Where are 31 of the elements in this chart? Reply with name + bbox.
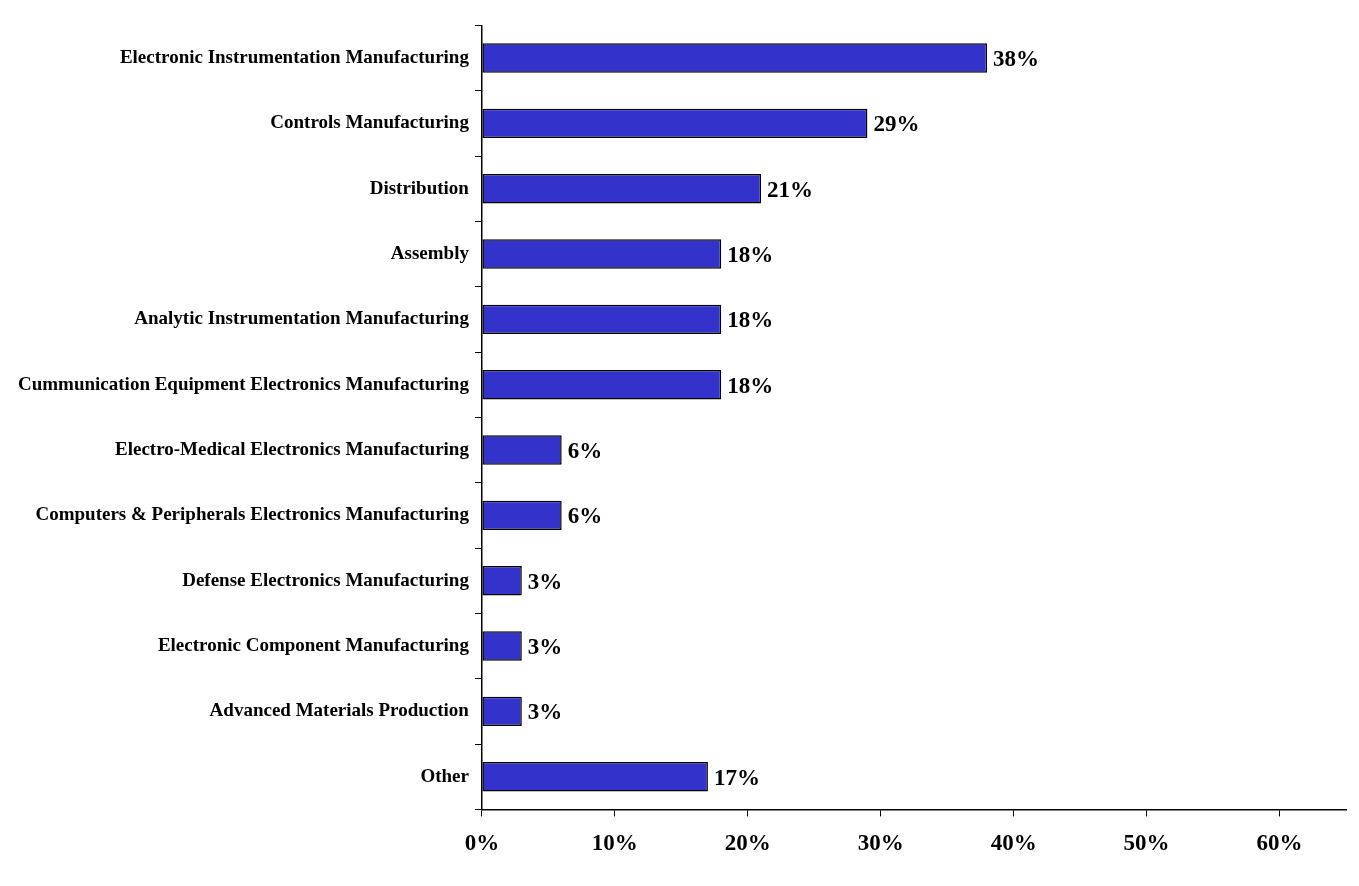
x-tick-label: 20%: [724, 830, 771, 856]
y-tick-label: Electronic Component Manufacturing: [157, 633, 470, 655]
data-label: 17%: [713, 764, 760, 790]
data-label: 18%: [727, 242, 774, 267]
y-tick-label: Other: [420, 764, 470, 786]
y-tick-label: Analytic Instrumentation Manufacturing: [134, 307, 470, 329]
x-tick-label: 0%: [464, 830, 500, 856]
data-label: 6%: [567, 438, 603, 463]
data-label: 18%: [727, 307, 774, 333]
data-label: 38%: [993, 46, 1040, 71]
y-tick-label: Assembly: [390, 241, 470, 263]
y-tick-label: Distribution: [369, 176, 470, 198]
y-tick-label: Controls Manufacturing: [270, 111, 470, 133]
data-label: 3%: [527, 699, 563, 725]
y-tick-label: Advanced Materials Production: [209, 699, 470, 721]
y-tick-label: Electro-Medical Electronics Manufacturing: [115, 437, 470, 459]
data-label: 6%: [567, 503, 603, 529]
y-tick-label: Defense Electronics Manufacturing: [182, 568, 470, 590]
x-tick-label: 60%: [1256, 830, 1303, 856]
data-label: 3%: [527, 634, 563, 659]
data-label: 18%: [727, 372, 774, 398]
y-tick-label: Electronic Instrumentation Manufacturing: [119, 45, 470, 67]
data-label: 29%: [873, 111, 920, 137]
y-tick-label: Computers & Peripherals Electronics Manufacturing: [35, 503, 470, 525]
x-tick-label: 30%: [857, 830, 904, 856]
x-tick-label: 10%: [591, 830, 638, 856]
x-tick-label: 50%: [1123, 830, 1170, 856]
data-label: 21%: [767, 176, 814, 202]
y-tick-label: Cummunication Equipment Electronics Manufacturing: [17, 372, 470, 394]
x-tick-label: 40%: [990, 830, 1037, 856]
data-label: 3%: [527, 568, 563, 594]
